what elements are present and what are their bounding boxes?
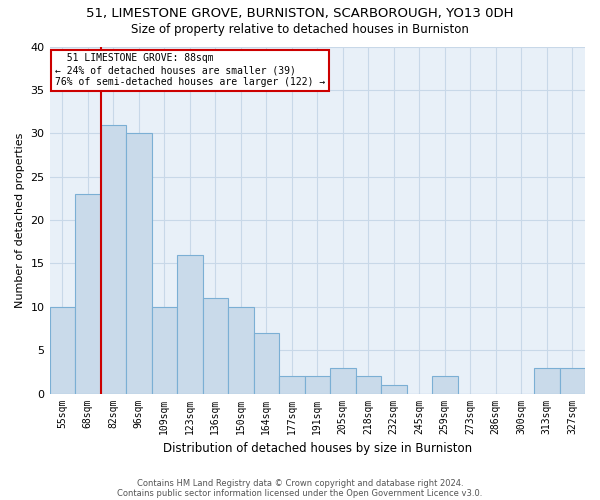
Bar xyxy=(126,134,152,394)
Bar xyxy=(75,194,101,394)
Bar xyxy=(254,333,279,394)
Bar xyxy=(560,368,585,394)
Bar xyxy=(305,376,330,394)
Bar xyxy=(330,368,356,394)
Text: Contains public sector information licensed under the Open Government Licence v3: Contains public sector information licen… xyxy=(118,488,482,498)
Bar xyxy=(534,368,560,394)
X-axis label: Distribution of detached houses by size in Burniston: Distribution of detached houses by size … xyxy=(163,442,472,455)
Bar xyxy=(228,307,254,394)
Bar xyxy=(101,124,126,394)
Bar xyxy=(203,298,228,394)
Text: Contains HM Land Registry data © Crown copyright and database right 2024.: Contains HM Land Registry data © Crown c… xyxy=(137,478,463,488)
Text: Size of property relative to detached houses in Burniston: Size of property relative to detached ho… xyxy=(131,22,469,36)
Bar xyxy=(356,376,381,394)
Bar xyxy=(432,376,458,394)
Bar xyxy=(152,307,177,394)
Bar xyxy=(381,385,407,394)
Y-axis label: Number of detached properties: Number of detached properties xyxy=(15,132,25,308)
Bar xyxy=(50,307,75,394)
Text: 51 LIMESTONE GROVE: 88sqm
← 24% of detached houses are smaller (39)
76% of semi-: 51 LIMESTONE GROVE: 88sqm ← 24% of detac… xyxy=(55,54,325,86)
Text: 51, LIMESTONE GROVE, BURNISTON, SCARBOROUGH, YO13 0DH: 51, LIMESTONE GROVE, BURNISTON, SCARBORO… xyxy=(86,8,514,20)
Bar xyxy=(279,376,305,394)
Bar xyxy=(177,254,203,394)
